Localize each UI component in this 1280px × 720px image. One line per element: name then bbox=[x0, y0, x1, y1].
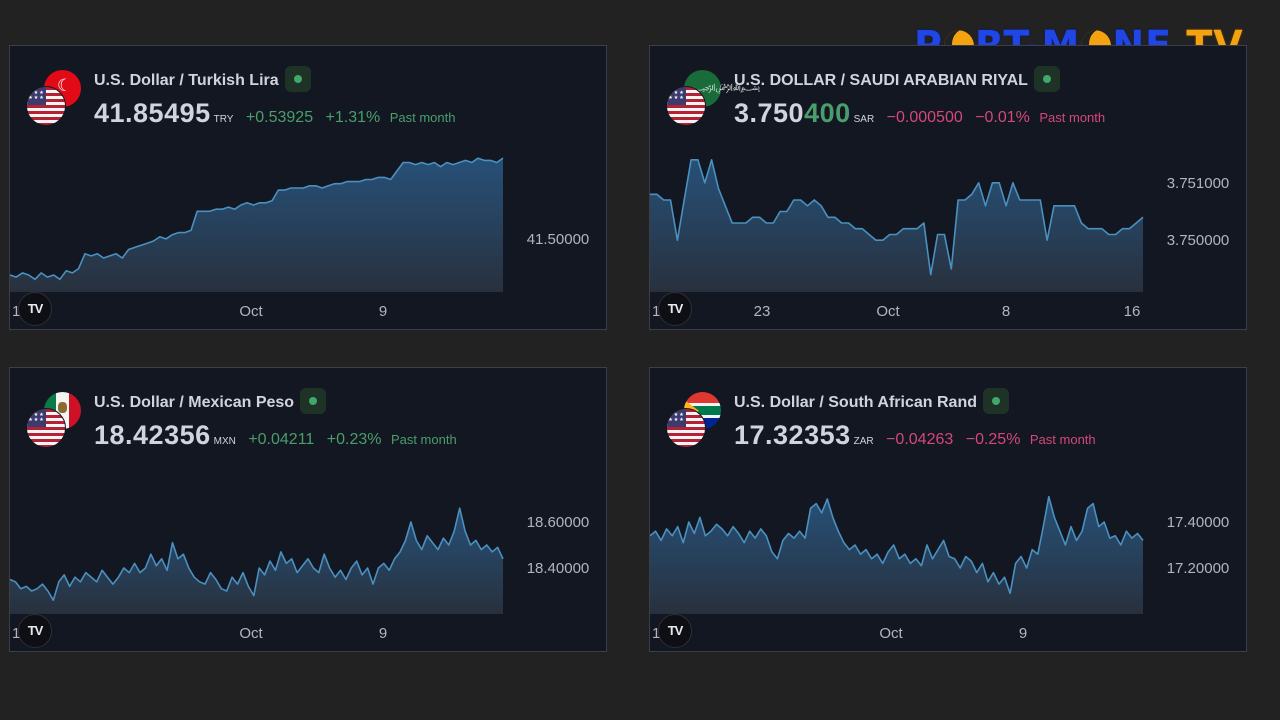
price-row: 18.42356 MXN +0.04211 +0.23% Past month bbox=[94, 420, 457, 451]
y-tick-label: 18.40000 bbox=[527, 560, 590, 577]
price-change: +0.04211 bbox=[248, 431, 315, 448]
last-price-main: 17.32353 bbox=[734, 420, 851, 450]
market-open-status-icon bbox=[284, 66, 311, 92]
price-change-percent: +0.23% bbox=[326, 431, 382, 448]
period-label: Past month bbox=[389, 110, 456, 125]
x-tick-label: 9 bbox=[379, 303, 387, 320]
last-price: 17.32353 bbox=[734, 420, 851, 450]
y-tick-label: 17.40000 bbox=[1167, 514, 1230, 531]
last-price-main: 18.42356 bbox=[94, 420, 211, 450]
price-chart[interactable]: 17.40000 17.20000 1 Oct 9 bbox=[650, 368, 1247, 652]
currency-code: TRY bbox=[213, 114, 234, 125]
price-row: 17.32353 ZAR −0.04263 −0.25% Past month bbox=[734, 420, 1096, 451]
price-change-percent: −0.01% bbox=[975, 109, 1030, 126]
period-label: Past month bbox=[1039, 110, 1106, 125]
x-tick-label: 23 bbox=[754, 303, 771, 320]
symbol-title[interactable]: U.S. DOLLAR / SAUDI ARABIAN RIYAL bbox=[734, 66, 1060, 94]
period-label: Past month bbox=[1029, 432, 1096, 447]
x-tick-label: 1 bbox=[12, 625, 20, 642]
currency-code: ZAR bbox=[853, 436, 874, 447]
us-flag-icon: ★★★ ★★★ bbox=[666, 408, 706, 448]
price-chart[interactable]: 3.751000 3.750000 1 23 Oct 8 16 bbox=[650, 46, 1247, 330]
currency-flags: ★★★ ★★★ bbox=[26, 390, 86, 450]
symbol-title[interactable]: U.S. Dollar / Turkish Lira bbox=[94, 66, 311, 94]
tradingview-logo-icon[interactable]: TV bbox=[18, 614, 52, 648]
us-flag-icon: ★★★ ★★★ bbox=[26, 408, 66, 448]
y-tick-label: 3.751000 bbox=[1167, 175, 1230, 192]
currency-flags: ﷽ ★★★ ★★★ bbox=[666, 68, 761, 128]
symbol-title[interactable]: U.S. Dollar / Mexican Peso bbox=[94, 388, 327, 416]
price-change-percent: −0.25% bbox=[965, 431, 1021, 448]
last-price: 18.42356 bbox=[94, 420, 211, 450]
x-tick-label: 9 bbox=[1019, 625, 1027, 642]
currency-flags: ☾ ★★★ ★★★ bbox=[26, 68, 86, 128]
y-tick-label: 17.20000 bbox=[1167, 560, 1230, 577]
last-price-highlight: 400 bbox=[804, 98, 851, 128]
tradingview-logo-icon[interactable]: TV bbox=[658, 292, 692, 326]
us-flag-icon: ★★★ ★★★ bbox=[26, 86, 66, 126]
last-price: 3.750400 bbox=[734, 98, 851, 128]
ticker-widget-usd-mxn[interactable]: ★★★ ★★★ U.S. Dollar / Mexican Peso 18.423… bbox=[9, 367, 607, 652]
series-line bbox=[10, 157, 504, 281]
tradingview-logo-icon[interactable]: TV bbox=[18, 292, 52, 326]
series-area bbox=[10, 508, 503, 614]
x-tick-label: 9 bbox=[379, 625, 387, 642]
price-change-percent: +1.31% bbox=[325, 109, 381, 126]
tradingview-logo-icon[interactable]: TV bbox=[658, 614, 692, 648]
symbol-title-text: U.S. Dollar / Turkish Lira bbox=[94, 72, 279, 90]
x-tick-label: 8 bbox=[1002, 303, 1010, 320]
symbol-title-text: U.S. Dollar / South African Rand bbox=[734, 394, 977, 412]
x-tick-label: Oct bbox=[239, 303, 263, 320]
price-row: 41.85495 TRY +0.53925 +1.31% Past month bbox=[94, 98, 455, 129]
price-change: +0.53925 bbox=[245, 109, 314, 126]
x-tick-label: 1 bbox=[12, 303, 20, 320]
x-tick-label: 1 bbox=[652, 625, 660, 642]
x-tick-label: Oct bbox=[876, 303, 900, 320]
currency-code: MXN bbox=[213, 436, 236, 447]
series-line bbox=[650, 159, 1144, 276]
series-area bbox=[10, 158, 503, 292]
price-row: 3.750400 SAR −0.000500 −0.01% Past month bbox=[734, 98, 1105, 129]
x-tick-label: Oct bbox=[239, 625, 263, 642]
series-line bbox=[10, 507, 504, 601]
ticker-widget-usd-sar[interactable]: ﷽ ★★★ ★★★ U.S. DOLLAR / SAUDI ARABIAN RIY… bbox=[649, 45, 1247, 330]
series-area bbox=[650, 159, 1143, 292]
series-line bbox=[650, 495, 1144, 595]
y-tick-label: 3.750000 bbox=[1167, 232, 1230, 249]
x-tick-label: Oct bbox=[879, 625, 903, 642]
x-tick-label: 16 bbox=[1124, 303, 1141, 320]
currency-flags: ★★★ ★★★ bbox=[666, 390, 726, 450]
market-open-status-icon bbox=[982, 388, 1009, 414]
series-area bbox=[650, 496, 1143, 614]
symbol-title[interactable]: U.S. Dollar / South African Rand bbox=[734, 388, 1009, 416]
x-tick-label: 1 bbox=[652, 303, 660, 320]
y-tick-label: 18.60000 bbox=[527, 514, 590, 531]
market-open-status-icon bbox=[1033, 66, 1060, 92]
price-chart[interactable]: 41.50000 1 Oct 9 bbox=[10, 46, 607, 330]
symbol-title-text: U.S. Dollar / Mexican Peso bbox=[94, 394, 295, 412]
period-label: Past month bbox=[390, 432, 457, 447]
last-price-main: 41.85495 bbox=[94, 98, 211, 128]
price-change: −0.000500 bbox=[886, 109, 963, 126]
last-price-main: 3.750 bbox=[734, 98, 805, 128]
last-price: 41.85495 bbox=[94, 98, 211, 128]
price-chart[interactable]: 18.60000 18.40000 1 Oct 9 bbox=[10, 368, 607, 652]
us-flag-icon: ★★★ ★★★ bbox=[666, 86, 706, 126]
currency-code: SAR bbox=[853, 114, 875, 125]
ticker-widget-usd-zar[interactable]: ★★★ ★★★ U.S. Dollar / South African Rand … bbox=[649, 367, 1247, 652]
price-change: −0.04263 bbox=[886, 431, 954, 448]
symbol-title-text: U.S. DOLLAR / SAUDI ARABIAN RIYAL bbox=[734, 72, 1028, 90]
ticker-widget-usd-try[interactable]: ☾ ★★★ ★★★ U.S. Dollar / Turkish Lira 41.8… bbox=[9, 45, 607, 330]
market-open-status-icon bbox=[300, 388, 327, 414]
y-tick-label: 41.50000 bbox=[527, 231, 590, 248]
